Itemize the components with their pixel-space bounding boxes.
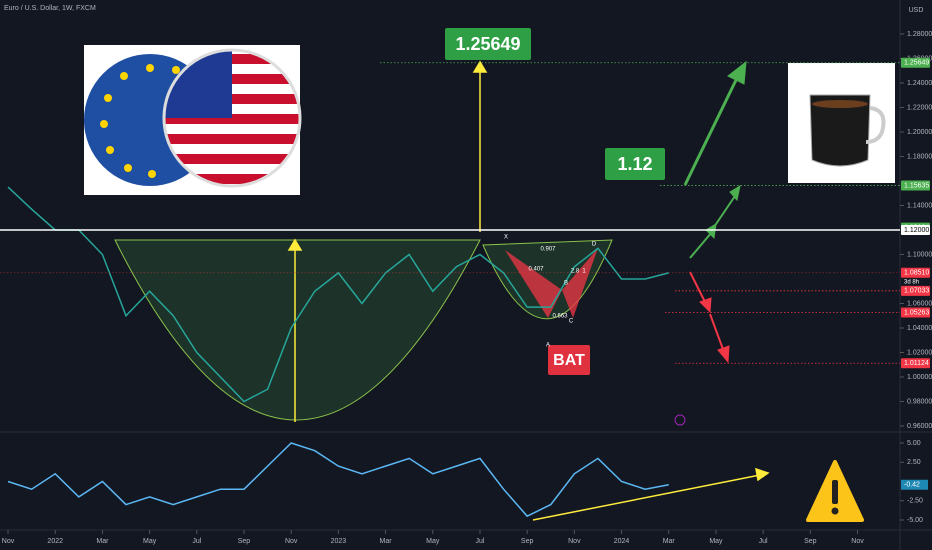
annotation-box	[445, 28, 531, 60]
arrows	[287, 60, 770, 521]
y-tick-label: 1.06000	[907, 300, 932, 307]
level-badge	[901, 285, 930, 296]
x-tick-label: Mar	[663, 538, 676, 545]
x-tick-label: Sep	[804, 538, 817, 545]
x-tick-label: Nov	[2, 538, 15, 545]
x-tick-label: Nov	[285, 538, 298, 545]
y-tick-label: 1.02000	[907, 349, 932, 356]
x-tick-label: May	[143, 538, 157, 545]
level-label: 1.08510	[904, 270, 929, 277]
level-badge	[901, 180, 930, 191]
x-tick-label: 2023	[331, 538, 347, 545]
annotation: BAT	[553, 352, 585, 369]
level-label: 1.12000	[904, 227, 929, 234]
annotation: 1.25649	[455, 34, 520, 54]
x-tick-label: Sep	[238, 538, 251, 545]
x-tick-label: Sep	[521, 538, 534, 545]
y-tick-label: 2.50	[907, 459, 921, 466]
x-tick-label: Jul	[475, 538, 484, 545]
y-tick-label: 1.04000	[907, 325, 932, 332]
pattern-label: 2.8	[571, 269, 580, 275]
pattern-shape	[562, 248, 598, 318]
level-label: 1.07033	[904, 288, 929, 295]
event-icon	[674, 414, 686, 426]
line-series	[7, 442, 669, 518]
y-tick-label: 5.00	[907, 440, 921, 447]
y-tick-label: 1.00000	[907, 374, 932, 381]
x-tick-label: May	[426, 538, 440, 545]
flags-image	[84, 45, 302, 195]
level-badge	[901, 224, 930, 235]
pattern-label: A	[546, 343, 550, 349]
level-label: 1.05263	[904, 309, 929, 316]
line-series	[7, 186, 669, 403]
pattern-label: 1	[582, 269, 586, 275]
level-label: 1.25649	[904, 60, 929, 67]
bull-arrows	[683, 60, 747, 259]
pattern-label: 0.407	[528, 267, 544, 273]
x-tick-label: May	[709, 538, 723, 545]
level-badge	[901, 307, 930, 318]
bear-arrows	[689, 271, 730, 364]
y-tick-label: 1.14000	[907, 202, 932, 209]
y-tick-label: 1.28000	[907, 31, 932, 38]
value-badge	[901, 479, 928, 490]
annotation-box	[605, 148, 665, 180]
x-tick-label: Jul	[759, 538, 768, 545]
warning-icon	[806, 460, 864, 522]
coffee-image	[788, 63, 895, 183]
y-tick-label: -5.00	[907, 517, 923, 524]
currency: USD	[909, 7, 924, 14]
symbol: Euro / U.S. Dollar, 1W, FXCM	[4, 5, 96, 12]
cup-area	[114, 239, 481, 421]
x-tick-label: Mar	[380, 538, 393, 545]
pattern-label: D	[592, 242, 597, 248]
pattern-label: 0.663	[552, 314, 568, 320]
x-tick-label: 2024	[614, 538, 630, 545]
y-tick-label: -2.50	[907, 498, 923, 505]
y-tick-label: 1.24000	[907, 80, 932, 87]
countdown: 3d 8h	[904, 279, 919, 285]
x-tick-label: Jul	[192, 538, 201, 545]
level-badge	[901, 57, 930, 68]
pattern-shape	[505, 250, 562, 318]
pattern-label: 0.907	[540, 247, 556, 253]
annotation: 1.12	[617, 154, 652, 174]
pattern-label: C	[569, 319, 574, 325]
x-tick-label: Nov	[568, 538, 581, 545]
x-tick-label: Mar	[96, 538, 109, 545]
level-label: 1.01124	[904, 360, 929, 367]
level-badge	[901, 358, 930, 369]
level-badge	[901, 267, 930, 278]
x-tick-label: Nov	[851, 538, 864, 545]
level-label: 1.15635	[904, 182, 929, 189]
x-tick-label: 2022	[47, 538, 63, 545]
y-tick-label: 0.96000	[907, 423, 932, 430]
y-tick-label: 1.20000	[907, 129, 932, 136]
annotation-box	[548, 345, 590, 375]
value-label: -0.42	[904, 482, 920, 489]
y-tick-label: 1.10000	[907, 251, 932, 258]
pattern-label: X	[504, 235, 508, 241]
y-tick-label: 1.22000	[907, 104, 932, 111]
y-tick-label: 1.18000	[907, 153, 932, 160]
y-tick-label: 0.98000	[907, 398, 932, 405]
pattern-label: B	[564, 281, 568, 287]
